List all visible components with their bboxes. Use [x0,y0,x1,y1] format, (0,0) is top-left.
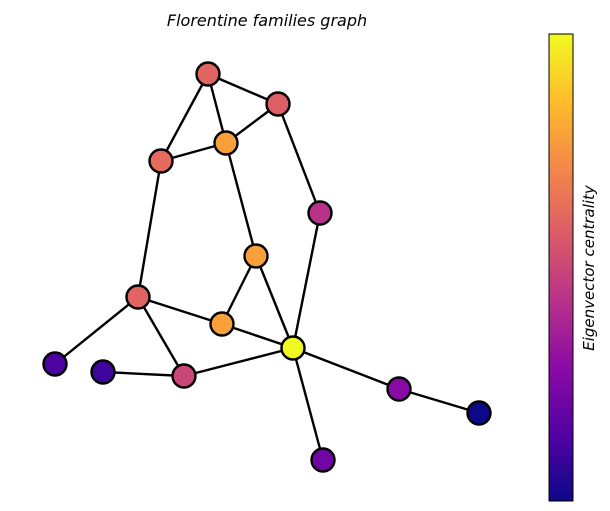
colorbar-label: Eigenvector centrality [580,184,598,351]
graph-node-n5 [307,200,333,226]
graph-node-n3 [213,130,239,156]
edge-n4-n7 [136,160,163,298]
graph-node-n12 [171,363,197,389]
graph-node-n6 [243,243,269,269]
edge-n7-n10 [54,296,139,365]
graph-node-n1 [195,61,221,87]
edge-n2-n5 [276,103,322,214]
edge-n1-n4 [159,73,210,162]
graph-node-n13 [386,376,412,402]
edge-layer [54,72,480,461]
edge-n13-n14 [398,387,480,415]
graph-node-n4 [148,148,174,174]
graph-node-n7 [125,284,151,310]
edge-n11-n12 [102,370,185,378]
edge-n5-n9 [291,212,322,349]
edge-n9-n15 [291,347,325,461]
graph-node-n15 [310,447,336,473]
node-layer [42,61,492,473]
graph-node-n11 [90,359,116,385]
edge-n12-n9 [183,346,294,378]
graph-node-n8 [209,311,235,337]
graph-title: Florentine families graph [167,11,367,30]
graph-node-n10 [42,351,68,377]
graph-node-n14 [466,400,492,426]
graph-node-n2 [265,91,291,117]
edge-n9-n13 [292,346,400,391]
graph-node-n9 [280,335,306,361]
edge-n7-n8 [137,295,223,326]
edge-n6-n9 [254,255,295,349]
colorbar [548,33,574,502]
edge-n3-n6 [224,142,258,257]
edge-n7-n12 [136,296,186,377]
